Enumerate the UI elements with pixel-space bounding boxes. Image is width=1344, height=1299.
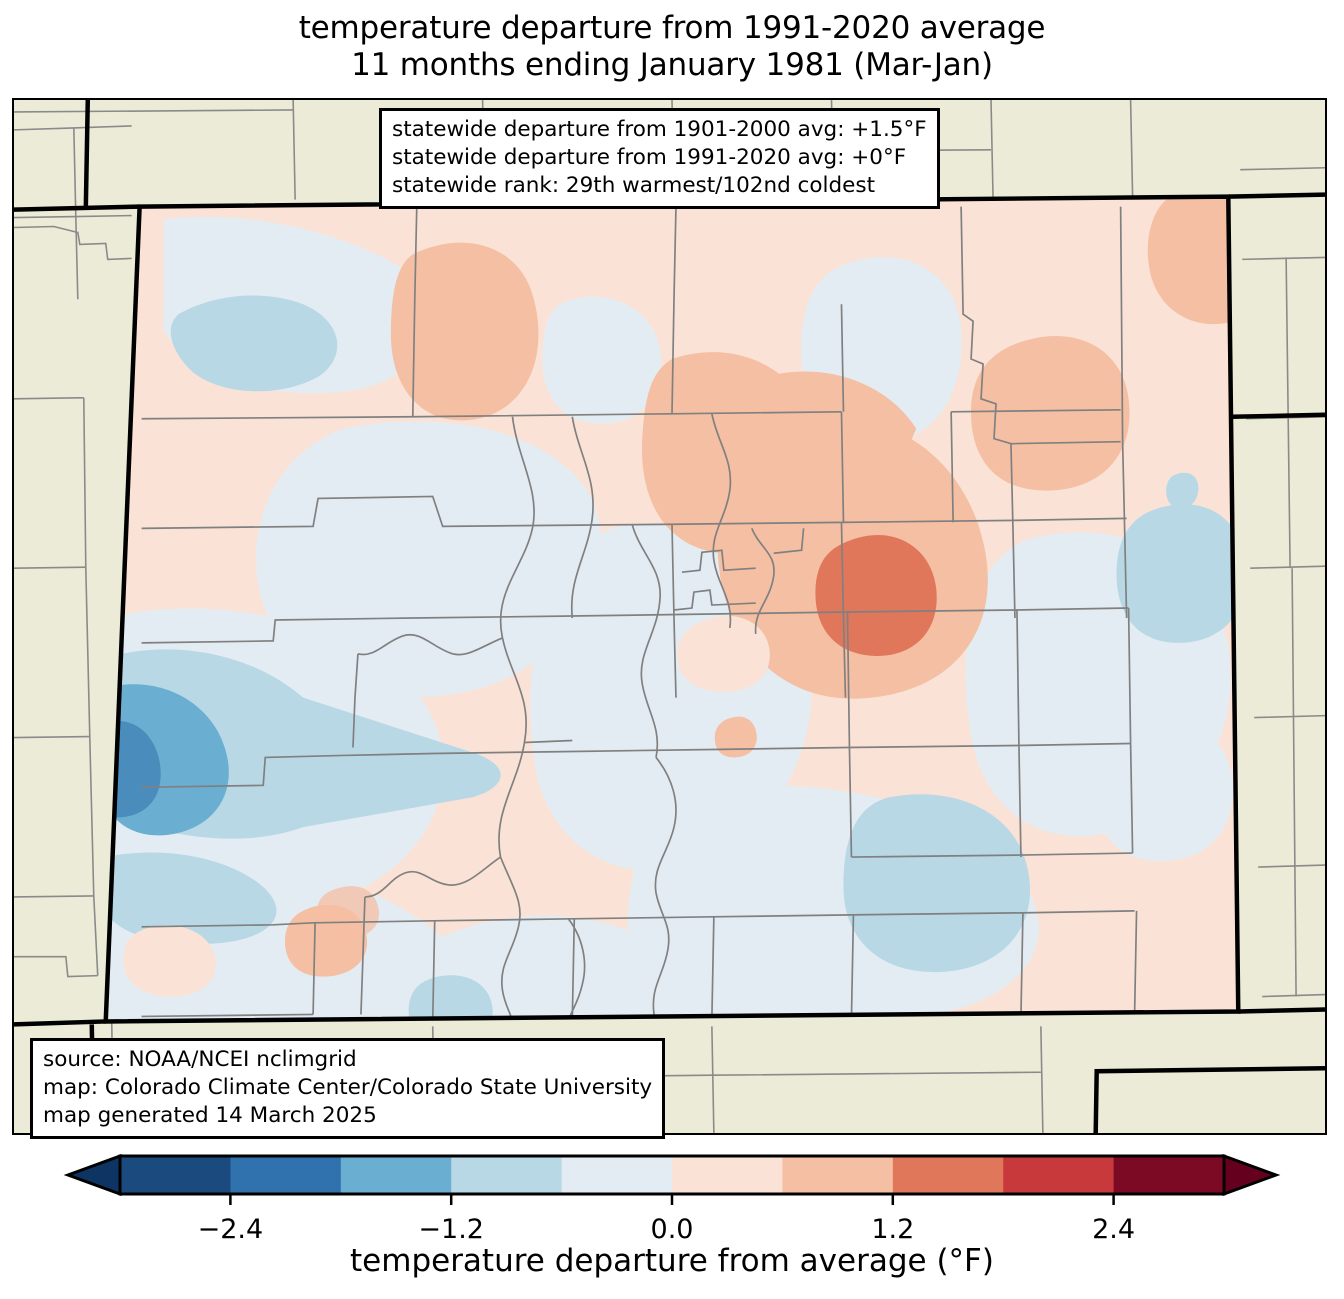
colorbar-segments	[63, 1153, 1281, 1197]
colorbar-over-arrow	[1222, 1153, 1281, 1197]
colorbar-axis-label: temperature departure from average (°F)	[350, 1243, 994, 1279]
colorbar-segment-3	[451, 1156, 563, 1194]
colorbar-tick-label-1: −1.2	[418, 1214, 484, 1245]
page-title: temperature departure from 1991-2020 ave…	[0, 10, 1344, 83]
colorbar-tick-label-0: −2.4	[198, 1214, 264, 1245]
title-line-1: temperature departure from 1991-2020 ave…	[298, 10, 1046, 46]
colorbar-tick-label-3: 1.2	[871, 1214, 914, 1245]
colorado-temperature-anomaly-map[interactable]	[14, 100, 1325, 1133]
colorbar-tick-label-4: 2.4	[1092, 1214, 1135, 1245]
stats-line-3: statewide rank: 29th warmest/102nd colde…	[392, 172, 876, 198]
source-credits-box: source: NOAA/NCEI nclimgrid map: Colorad…	[30, 1038, 666, 1139]
colorado-county-lines	[141, 206, 1138, 1021]
colorbar-ticks: −2.4 −1.2 0.0 1.2 2.4	[198, 1194, 1135, 1245]
colorbar-under-arrow	[63, 1153, 122, 1197]
colorbar-segment-4	[561, 1156, 673, 1194]
map-panel[interactable]	[12, 98, 1327, 1135]
stats-line-1: statewide departure from 1901-2000 avg: …	[392, 117, 927, 142]
colorbar-svg[interactable]: −2.4 −1.2 0.0 1.2 2.4	[0, 1148, 1344, 1248]
colorbar-segment-7	[892, 1156, 1004, 1194]
colorbar-segment-5	[672, 1156, 783, 1194]
colorbar-segment-1	[230, 1156, 342, 1194]
title-line-2: 11 months ending January 1981 (Mar-Jan)	[351, 46, 993, 83]
colorbar-segment-6	[782, 1156, 894, 1194]
colorbar-segment-8	[1003, 1156, 1115, 1194]
colorbar[interactable]: −2.4 −1.2 0.0 1.2 2.4	[0, 1148, 1344, 1299]
statewide-stats-box: statewide departure from 1901-2000 avg: …	[379, 108, 940, 209]
colorbar-segment-9	[1113, 1156, 1225, 1194]
colorbar-segment-0	[120, 1156, 231, 1194]
source-line-2: map: Colorado Climate Center/Colorado St…	[43, 1074, 653, 1100]
source-line-3: map generated 14 March 2025	[43, 1102, 377, 1128]
colorbar-segment-2	[340, 1156, 452, 1194]
source-line-1: source: NOAA/NCEI nclimgrid	[43, 1047, 357, 1072]
stats-line-2: statewide departure from 1991-2020 avg: …	[392, 144, 907, 170]
colorbar-tick-label-2: 0.0	[651, 1214, 694, 1245]
anomaly-field	[105, 196, 1239, 1022]
